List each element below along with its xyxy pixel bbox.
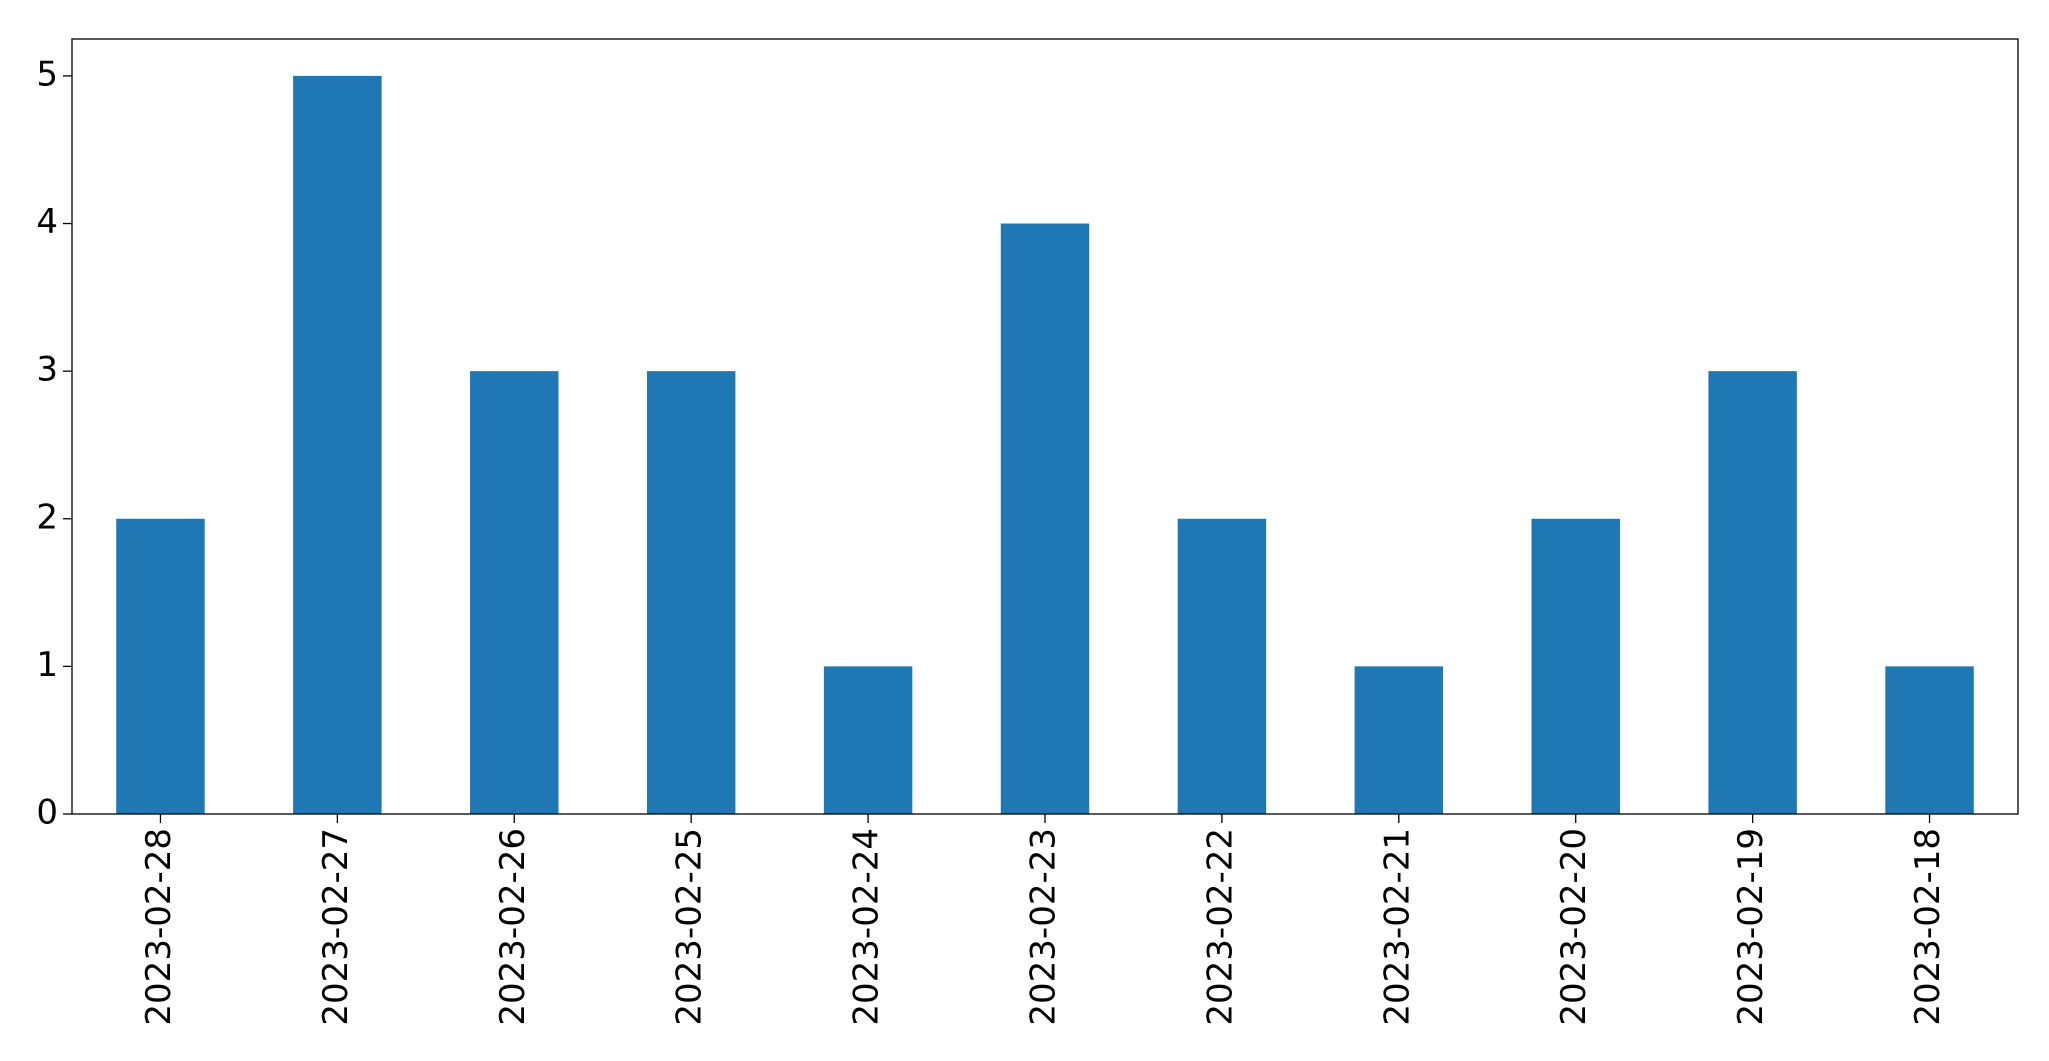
bar [646, 371, 736, 814]
y-tick-label: 2 [36, 497, 58, 537]
x-tick-label: 2023-02-27 [316, 828, 356, 1026]
x-tick-label: 2023-02-20 [1554, 828, 1594, 1026]
y-tick-label: 4 [36, 202, 58, 242]
x-tick-label: 2023-02-28 [139, 828, 179, 1026]
y-tick-label: 0 [36, 793, 58, 833]
bar [1177, 518, 1267, 814]
x-tick-label: 2023-02-23 [1024, 828, 1064, 1026]
bar [1708, 371, 1797, 814]
x-tick-label: 2023-02-26 [493, 828, 533, 1026]
x-tick-label: 2023-02-24 [847, 828, 887, 1026]
x-tick-label: 2023-02-21 [1377, 828, 1417, 1026]
bar [1000, 223, 1090, 814]
y-tick-label: 5 [36, 54, 58, 94]
bar [1885, 666, 1974, 814]
y-tick-label: 3 [36, 350, 58, 390]
bar [116, 518, 205, 814]
x-tick-label: 2023-02-22 [1200, 828, 1240, 1026]
bar [293, 75, 382, 814]
plot-frame [71, 38, 2019, 815]
bar [470, 371, 559, 814]
bar [823, 666, 913, 814]
x-tick-label: 2023-02-19 [1731, 828, 1771, 1026]
x-tick-label: 2023-02-25 [670, 828, 710, 1026]
bar [1354, 666, 1444, 814]
y-tick-label: 1 [36, 645, 58, 685]
x-tick-label: 2023-02-18 [1908, 828, 1948, 1026]
bar [1531, 518, 1620, 814]
